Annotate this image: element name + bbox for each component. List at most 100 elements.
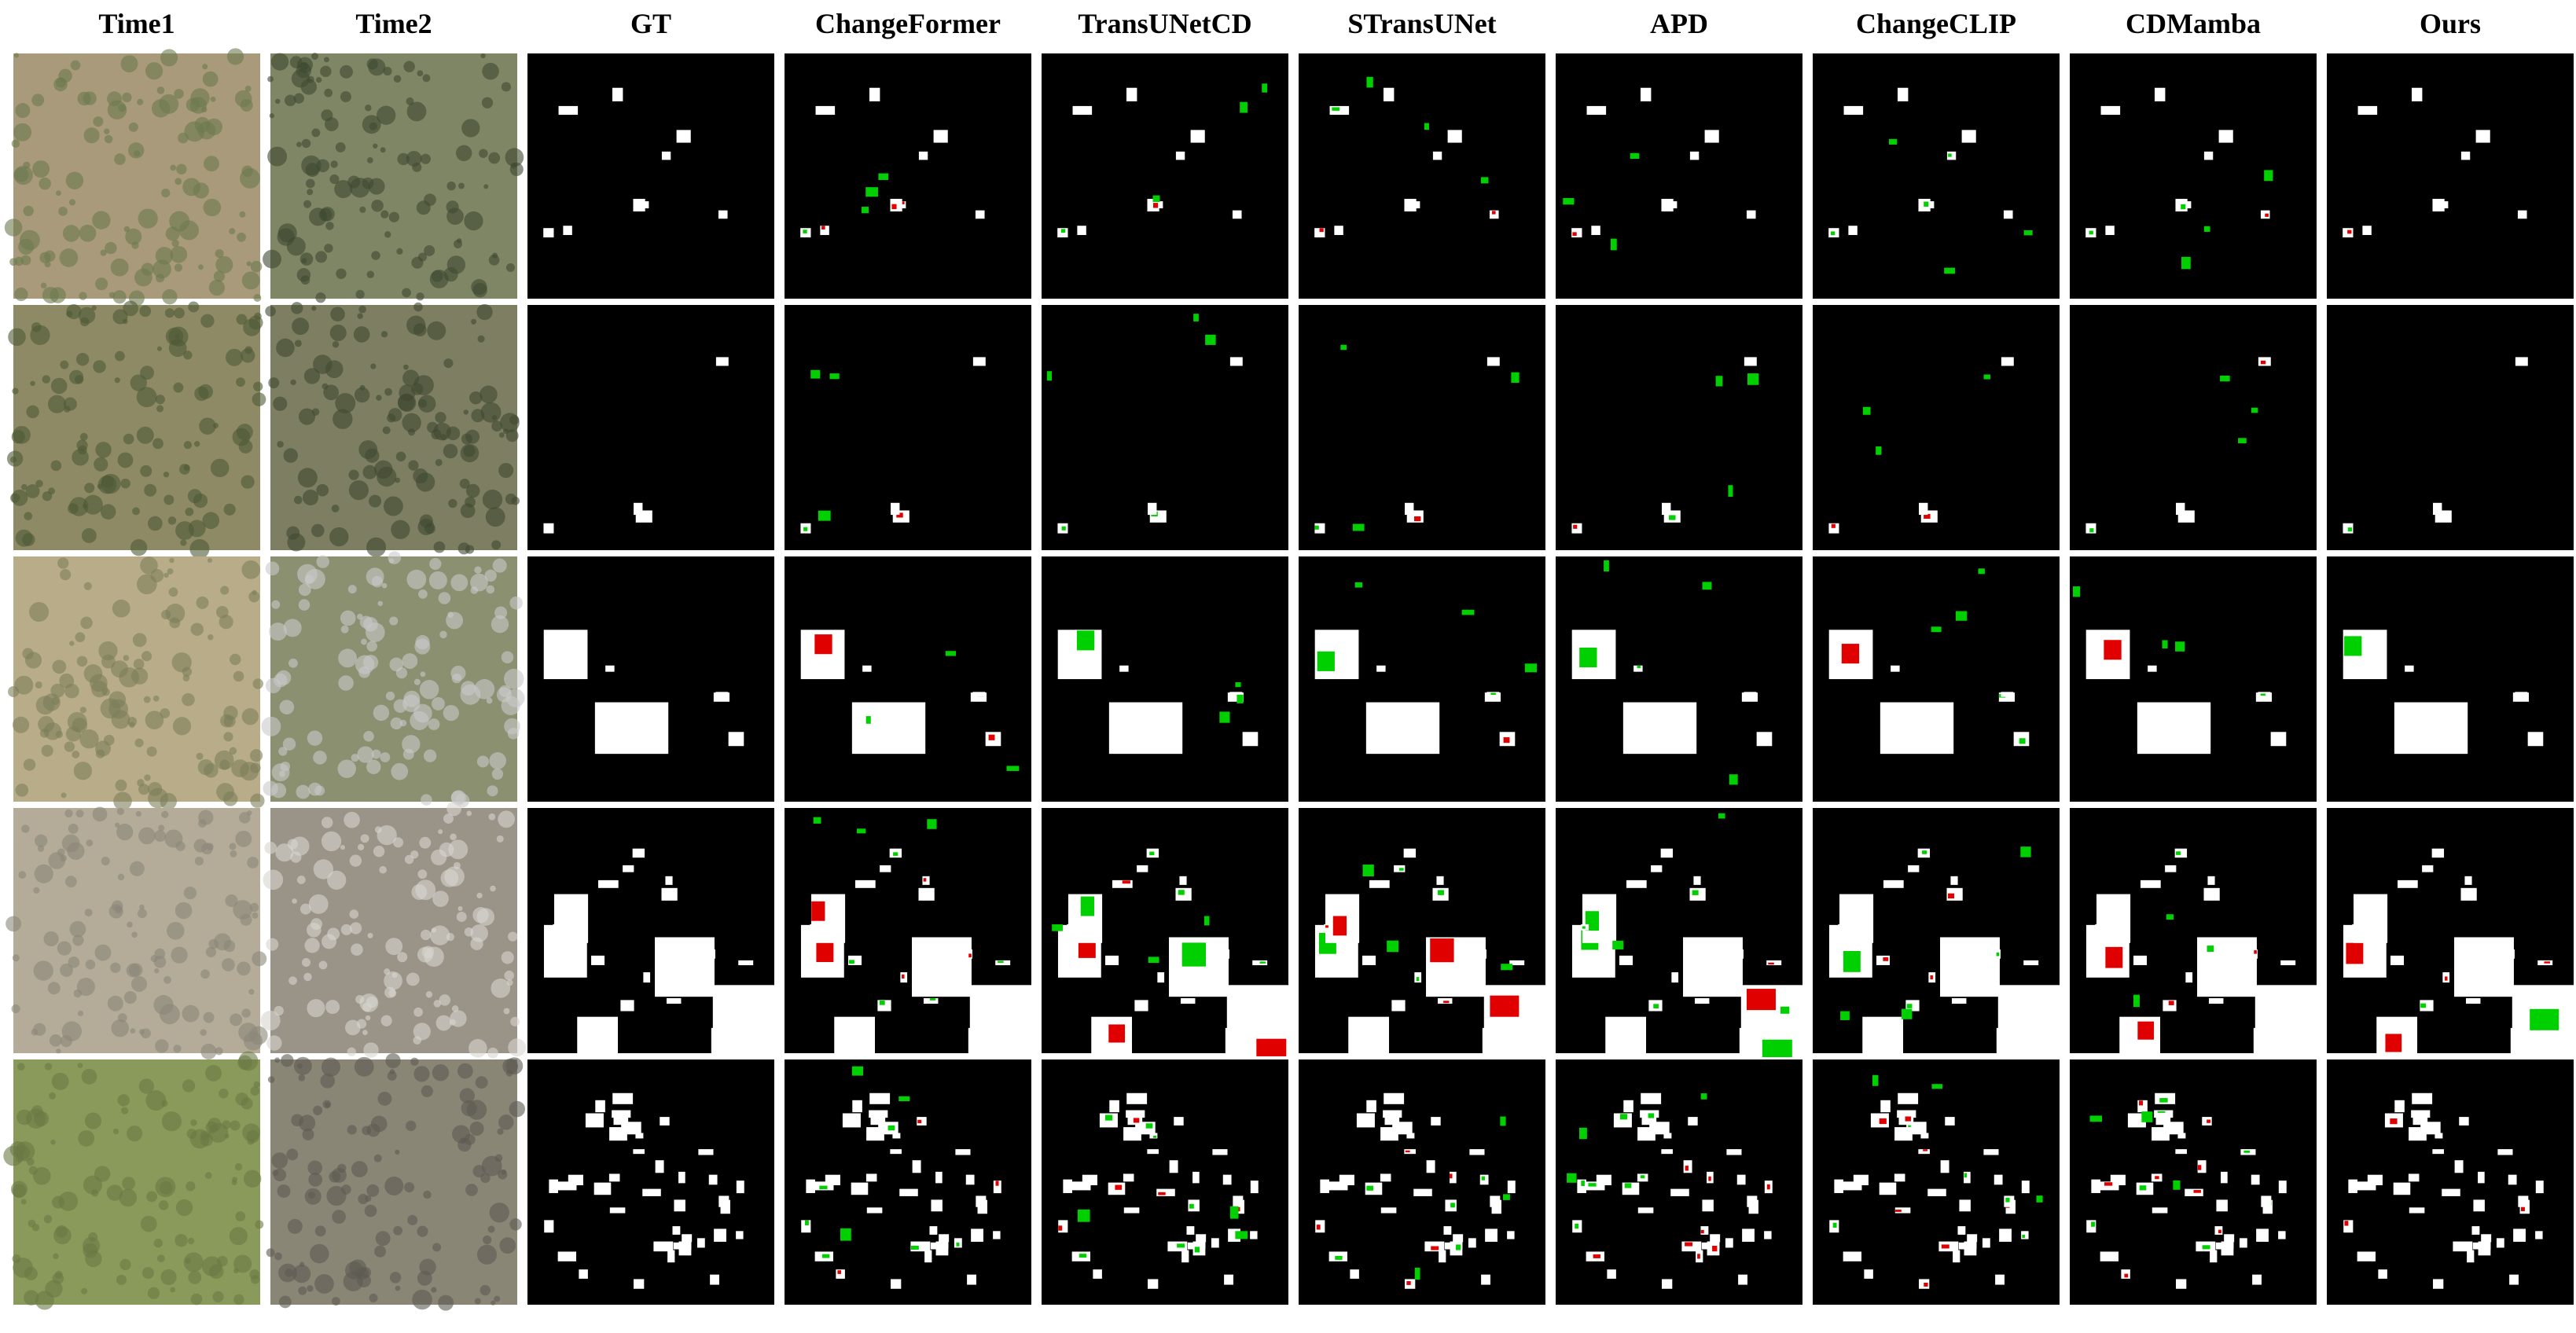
change-map <box>785 53 1031 299</box>
texture <box>205 1064 222 1081</box>
texture <box>382 426 391 435</box>
texture <box>219 759 230 770</box>
texture <box>347 1047 356 1056</box>
texture <box>446 801 461 817</box>
texture <box>31 94 45 107</box>
change-region <box>852 1100 862 1113</box>
change-region <box>1883 879 1904 888</box>
change-region <box>736 1181 744 1194</box>
texture <box>42 375 51 384</box>
image-cell <box>1556 556 1802 802</box>
texture <box>307 1160 323 1176</box>
texture <box>347 585 357 594</box>
texture <box>362 115 381 134</box>
texture <box>170 164 177 171</box>
texture <box>11 430 26 444</box>
texture <box>110 258 129 277</box>
change-region <box>1439 1250 1446 1263</box>
change-region <box>1181 1250 1189 1263</box>
change-region <box>2460 151 2471 160</box>
column-header: TransUNetCD <box>1078 8 1251 39</box>
texture <box>134 268 153 287</box>
texture <box>151 99 171 118</box>
false-positive <box>2089 1115 2102 1122</box>
texture <box>366 1184 380 1197</box>
texture <box>373 845 385 857</box>
change-region <box>2431 848 2445 858</box>
texture <box>225 894 238 908</box>
texture <box>156 86 165 94</box>
texture <box>464 211 483 231</box>
column-header: ChangeFormer <box>815 8 1001 39</box>
texture <box>413 1036 422 1045</box>
texture <box>413 703 432 723</box>
change-region <box>1764 1231 1772 1239</box>
error-region <box>849 960 854 964</box>
texture <box>417 1225 428 1237</box>
satellite-image <box>13 808 260 1053</box>
texture <box>367 932 373 938</box>
texture <box>118 104 127 112</box>
texture <box>351 1161 368 1177</box>
change-region <box>1108 702 1183 755</box>
texture <box>498 1170 508 1180</box>
texture <box>293 93 305 104</box>
texture <box>411 884 428 900</box>
texture <box>366 759 381 775</box>
change-region <box>2394 702 2468 755</box>
texture <box>438 829 443 835</box>
change-region <box>855 879 876 888</box>
texture <box>147 516 163 531</box>
texture <box>158 824 165 832</box>
texture <box>148 781 163 797</box>
texture <box>115 779 127 791</box>
texture <box>53 1226 72 1245</box>
error-region <box>901 201 905 204</box>
change-map <box>1813 305 2060 550</box>
change-region <box>1070 1181 1091 1191</box>
texture <box>489 752 506 769</box>
texture <box>253 294 262 302</box>
change-region <box>2137 702 2211 755</box>
false-positive <box>2023 230 2033 236</box>
texture <box>101 473 121 494</box>
texture <box>161 188 171 198</box>
texture <box>376 395 382 401</box>
change-region <box>1843 1251 1862 1261</box>
texture <box>439 630 447 639</box>
texture <box>232 1177 238 1183</box>
change-region <box>1148 502 1157 516</box>
change-region <box>2023 960 2039 966</box>
change-region <box>1327 1181 1348 1191</box>
texture <box>446 181 456 191</box>
false-positive <box>1983 374 1990 380</box>
error-region <box>1115 1184 1123 1190</box>
error-region <box>2105 946 2123 968</box>
change-region <box>1175 151 1185 160</box>
false-positive <box>1578 1127 1587 1140</box>
texture <box>308 1173 323 1187</box>
texture <box>30 380 35 387</box>
texture <box>292 1265 311 1283</box>
error-region <box>1640 1175 1645 1179</box>
error-region <box>1883 957 1889 961</box>
change-region <box>1222 1174 1232 1185</box>
error-region <box>1830 231 1836 236</box>
change-region <box>2216 1199 2228 1212</box>
false-positive <box>1955 611 1968 621</box>
texture <box>510 1016 520 1026</box>
texture <box>79 224 97 242</box>
texture <box>381 582 388 589</box>
change-region <box>543 228 554 238</box>
image-cell <box>785 1059 1031 1305</box>
texture <box>176 163 187 174</box>
texture <box>447 611 454 619</box>
change-region <box>549 1179 558 1193</box>
change-region <box>1640 87 1652 101</box>
change-region <box>1908 865 1920 872</box>
change-region <box>880 865 891 872</box>
texture <box>112 599 130 618</box>
error-region <box>819 1185 828 1190</box>
texture <box>267 75 274 83</box>
